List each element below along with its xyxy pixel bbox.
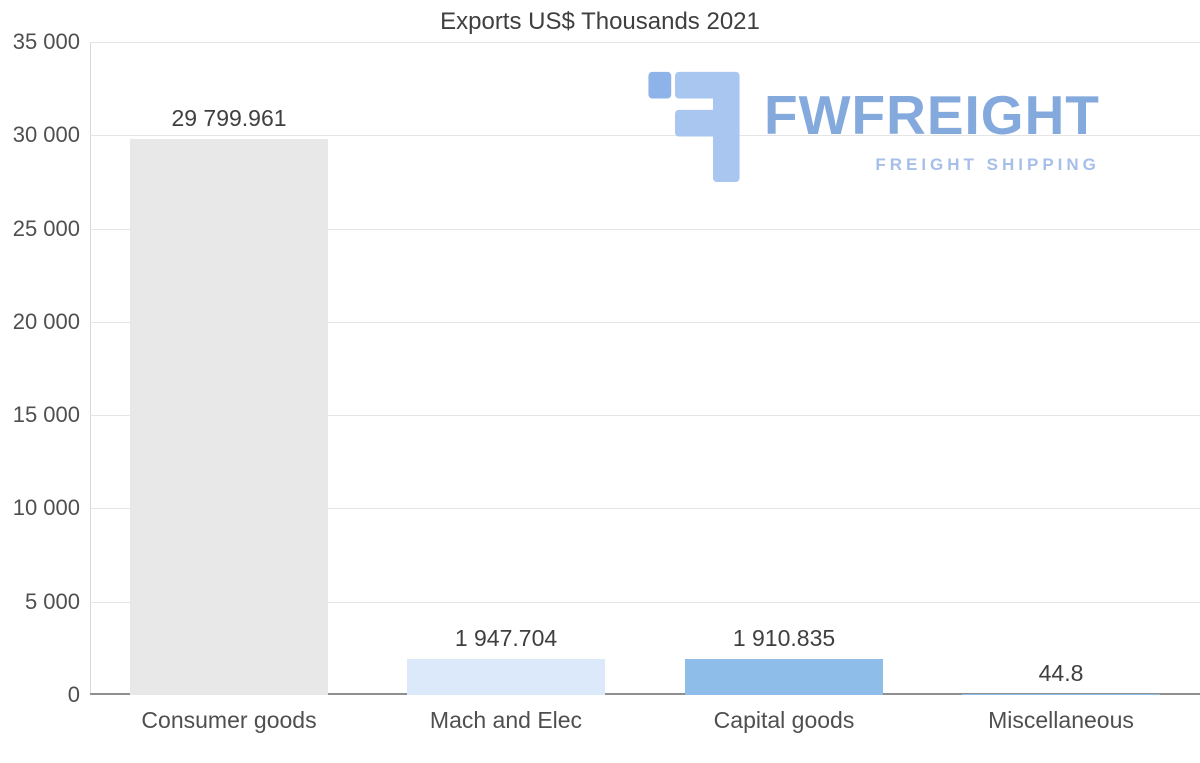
y-tick-label-30000: 30 000 <box>12 122 80 147</box>
y-tick-label-25000: 25 000 <box>12 216 80 241</box>
x-tick-label-capital-goods: Capital goods <box>713 707 855 733</box>
gridline-10000 <box>90 508 1200 509</box>
gridline-5000 <box>90 602 1200 603</box>
gridline-15000 <box>90 415 1200 416</box>
watermark-logo: FWFREIGHT FREIGHT SHIPPING <box>648 70 1100 182</box>
bar-mach-and-elec[interactable] <box>407 659 605 695</box>
x-tick-label-miscellaneous: Miscellaneous <box>988 707 1134 733</box>
value-label-consumer-goods: 29 799.961 <box>171 105 287 131</box>
bar-capital-goods[interactable] <box>685 659 883 695</box>
bar-miscellaneous[interactable] <box>962 694 1160 695</box>
value-label-miscellaneous: 44.8 <box>1038 660 1084 686</box>
y-tick-label-10000: 10 000 <box>12 495 80 520</box>
gridline-35000 <box>90 42 1200 43</box>
logo-text: FWFREIGHT FREIGHT SHIPPING <box>764 70 1100 175</box>
gridline-25000 <box>90 229 1200 230</box>
fw-logo-icon <box>648 70 740 182</box>
y-axis-line <box>90 42 91 695</box>
gridline-0 <box>90 693 1200 695</box>
gridline-30000 <box>90 135 1200 136</box>
brand-name: FWFREIGHT <box>764 84 1100 146</box>
value-label-capital-goods: 1 910.835 <box>732 625 836 651</box>
y-tick-label-5000: 5 000 <box>24 589 80 614</box>
gridline-20000 <box>90 322 1200 323</box>
plot-area: 29 799.961 1 947.704 1 910.835 44.8 <box>90 42 1200 695</box>
x-tick-label-mach-and-elec: Mach and Elec <box>429 707 583 733</box>
y-tick-label-20000: 20 000 <box>12 309 80 334</box>
y-tick-label-0: 0 <box>67 682 80 707</box>
bar-consumer-goods[interactable] <box>130 139 328 695</box>
value-label-mach-and-elec: 1 947.704 <box>454 625 558 651</box>
chart-title: Exports US$ Thousands 2021 <box>440 8 760 35</box>
y-tick-label-35000: 35 000 <box>12 29 80 54</box>
x-tick-label-consumer-goods: Consumer goods <box>141 707 317 733</box>
brand-tagline: FREIGHT SHIPPING <box>875 155 1100 174</box>
y-tick-label-15000: 15 000 <box>12 402 80 427</box>
